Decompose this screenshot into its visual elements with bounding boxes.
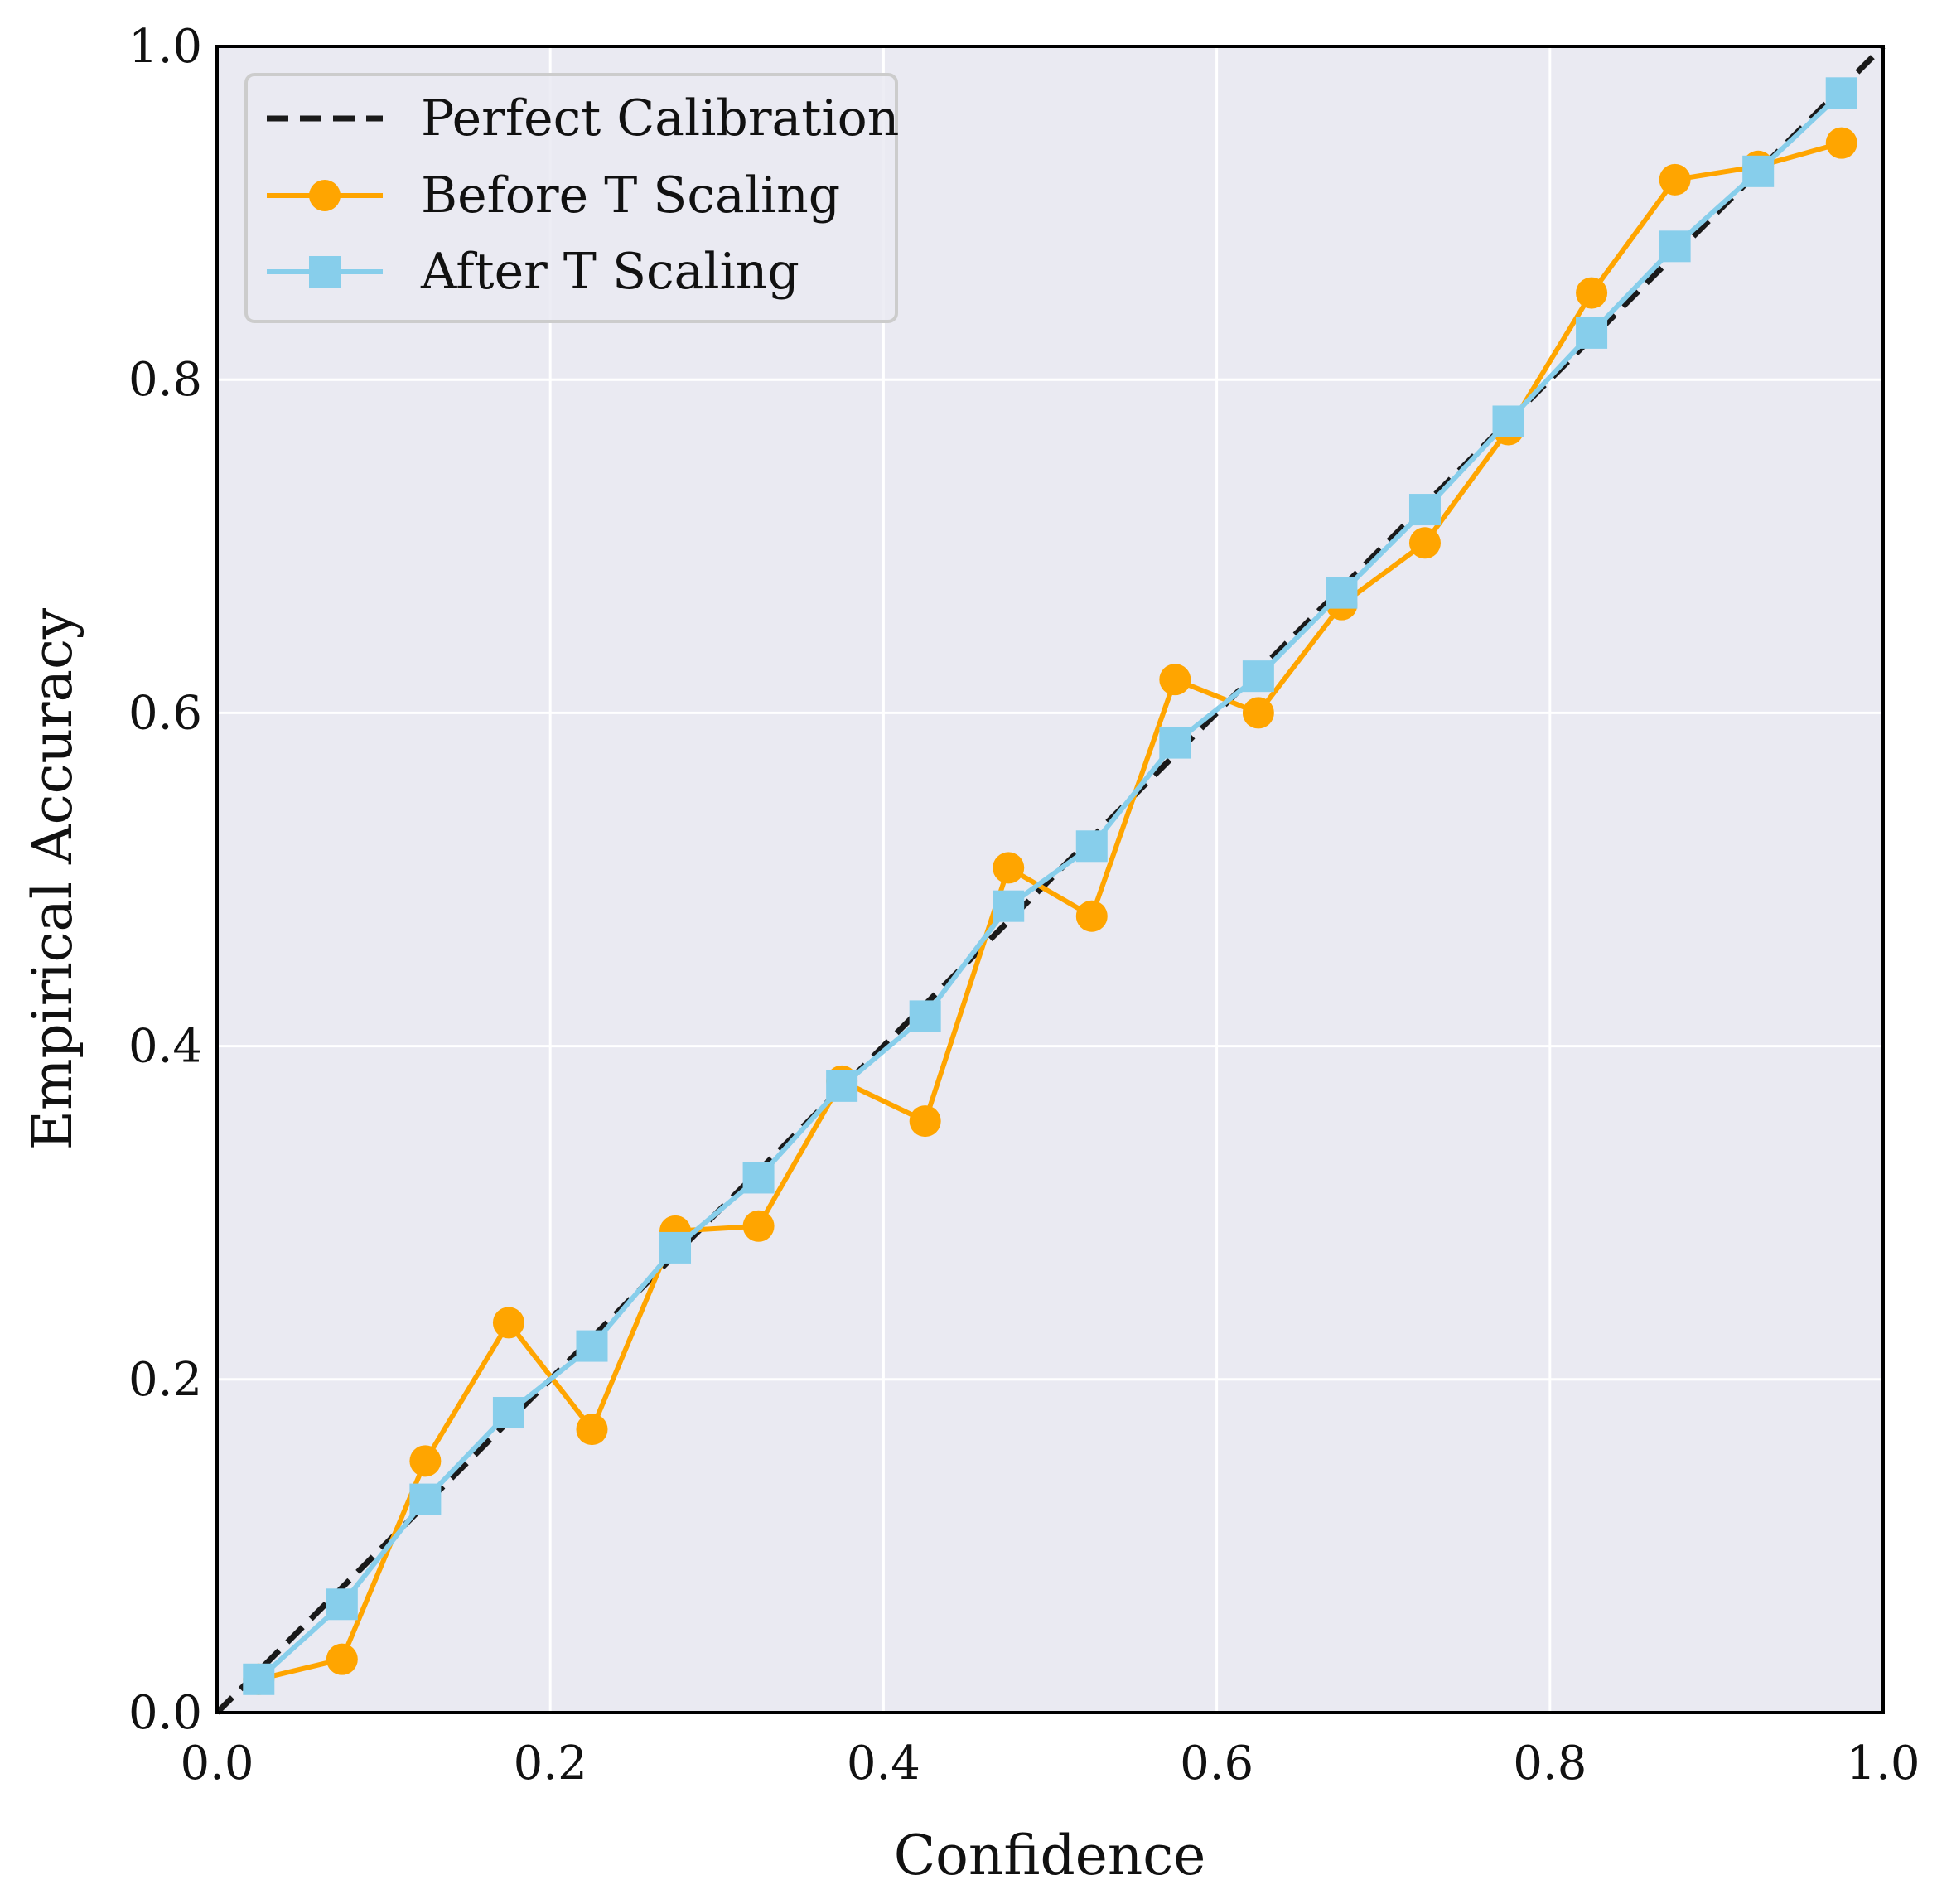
before-t-scaling-point — [993, 852, 1025, 884]
after-t-scaling-point — [1159, 727, 1191, 759]
before-t-scaling-point — [1408, 527, 1441, 559]
before-t-scaling-point — [1159, 664, 1191, 696]
after-t-scaling-point — [1576, 317, 1608, 349]
after-t-scaling-point — [909, 1000, 941, 1032]
y-axis-label: Empirical Accuracy — [21, 607, 85, 1150]
y-tick-label: 1.0 — [128, 20, 202, 74]
before-t-scaling-point — [1825, 127, 1857, 159]
after-t-scaling-point — [326, 1588, 358, 1621]
legend-box — [244, 73, 898, 323]
y-tick-label: 0.4 — [128, 1020, 202, 1074]
y-tick-labels: 0.0 0.2 0.4 0.6 0.8 1.0 — [128, 20, 202, 1740]
x-tick-labels: 0.0 0.2 0.4 0.6 0.8 1.0 — [180, 1737, 1920, 1790]
before-t-scaling-point — [409, 1445, 442, 1477]
plot-frame — [215, 45, 1885, 1714]
y-tick-label: 0.0 — [128, 1686, 202, 1740]
before-t-scaling-point — [1242, 697, 1274, 729]
legend-marker-after-t-scaling — [309, 256, 341, 288]
before-t-scaling-point — [742, 1210, 775, 1242]
legend: Perfect Calibration Before T Scaling After… — [244, 73, 899, 323]
legend-label-before-t-scaling: Before T Scaling — [421, 167, 840, 225]
before-t-scaling-point — [492, 1307, 524, 1339]
before-t-scaling-point — [1576, 277, 1608, 309]
x-tick-label: 1.0 — [1846, 1737, 1920, 1790]
legend-label-after-t-scaling: After T Scaling — [420, 243, 799, 301]
x-axis-label: Confidence — [894, 1824, 1206, 1887]
y-tick-label: 0.2 — [128, 1353, 202, 1407]
after-t-scaling-point — [1075, 830, 1108, 863]
after-t-scaling-point — [576, 1330, 608, 1362]
series-layer — [215, 44, 1886, 1715]
x-tick-label: 0.2 — [514, 1737, 587, 1790]
legend-label-perfect-calibration: Perfect Calibration — [421, 89, 899, 147]
after-t-scaling-point — [492, 1397, 524, 1429]
after-t-scaling-point — [1492, 405, 1524, 437]
after-t-scaling-point — [1242, 660, 1274, 693]
before-t-scaling-line — [258, 140, 1843, 1682]
after-t-scaling-point — [243, 1663, 275, 1695]
after-t-scaling-point — [1408, 494, 1441, 526]
after-t-scaling-point — [993, 890, 1025, 922]
before-t-scaling-point — [576, 1414, 608, 1446]
legend-marker-before-t-scaling — [309, 180, 341, 211]
after-t-scaling-point — [1825, 77, 1857, 109]
after-t-scaling-point — [1742, 155, 1775, 187]
after-t-scaling-point — [659, 1231, 692, 1264]
after-t-scaling-point — [1659, 230, 1691, 263]
after-t-scaling-point — [1326, 577, 1358, 609]
after-t-scaling-point — [826, 1070, 858, 1102]
x-tick-label: 0.4 — [847, 1737, 920, 1790]
x-tick-label: 0.6 — [1180, 1737, 1253, 1790]
x-tick-label: 0.0 — [180, 1737, 254, 1790]
before-t-scaling-point — [909, 1105, 941, 1138]
y-tick-label: 0.8 — [128, 353, 202, 407]
after-t-scaling-point — [742, 1162, 775, 1194]
grid-lines — [217, 46, 1883, 1713]
before-t-scaling-point — [1659, 163, 1691, 196]
before-t-scaling-point — [1075, 900, 1108, 932]
y-tick-label: 0.6 — [128, 686, 202, 740]
after-t-scaling-point — [409, 1483, 442, 1515]
x-tick-label: 0.8 — [1513, 1737, 1587, 1790]
before-t-scaling-point — [326, 1643, 358, 1675]
